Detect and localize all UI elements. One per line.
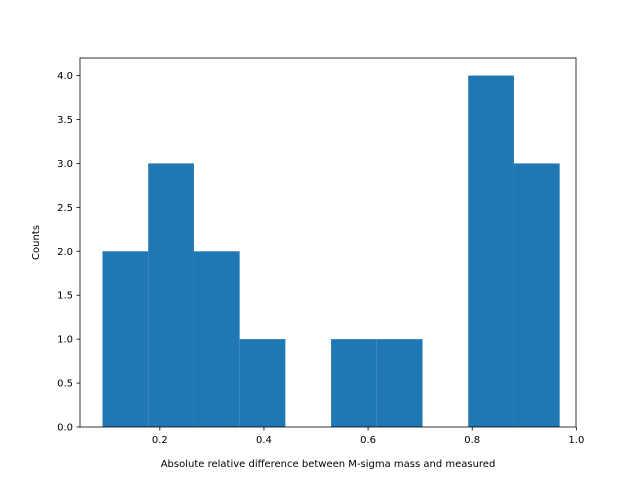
y-tick-label: 3.0 [57, 159, 73, 170]
histogram-bar [513, 163, 560, 427]
y-tick-label: 3.5 [57, 115, 73, 126]
y-axis-ticks: 0.0 0.5 1.0 1.5 2.0 2.5 3.0 3.5 4.0 [57, 71, 80, 434]
y-tick-label: 2.5 [57, 203, 73, 214]
x-tick-label: 0.8 [464, 435, 480, 446]
x-tick-label: 1.0 [568, 435, 584, 446]
y-axis-title: Counts [31, 225, 42, 260]
x-axis-title: Absolute relative difference between M-s… [161, 459, 496, 470]
x-axis-ticks: 0.2 0.4 0.6 0.8 1.0 [152, 427, 584, 446]
y-tick-label: 1.5 [57, 291, 73, 302]
histogram-bar [468, 75, 514, 428]
histogram-bar [376, 339, 423, 427]
y-tick-label: 1.0 [57, 335, 73, 346]
x-tick-label: 0.2 [152, 435, 168, 446]
histogram-bar [193, 251, 240, 427]
histogram-bar [148, 163, 194, 427]
y-tick-label: 4.0 [57, 71, 73, 82]
histogram-bar [331, 339, 377, 427]
x-tick-label: 0.4 [256, 435, 272, 446]
histogram-bar [102, 251, 149, 427]
histogram-bars [102, 75, 560, 428]
y-tick-label: 0.0 [57, 423, 73, 434]
x-tick-label: 0.6 [360, 435, 376, 446]
histogram-bar [239, 339, 286, 427]
y-tick-label: 0.5 [57, 379, 73, 390]
axes-frame [79, 57, 577, 428]
y-tick-label: 2.0 [57, 247, 73, 258]
